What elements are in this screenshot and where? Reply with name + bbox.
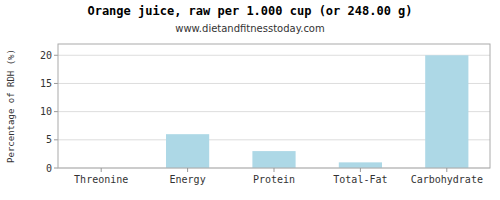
x-tick — [101, 168, 102, 172]
x-tick-label: Threonine — [74, 174, 128, 185]
y-tick-label: 15 — [40, 78, 52, 89]
y-axis: 0 5 10 15 20 — [40, 50, 58, 174]
x-tick-label: Carbohydrate — [411, 174, 483, 185]
chart-container: Orange juice, raw per 1.000 cup (or 248.… — [0, 0, 500, 200]
x-tick-label: Protein — [253, 174, 295, 185]
bars — [166, 55, 468, 168]
y-tick-label: 0 — [46, 163, 52, 174]
y-axis-label: Percentage of RDH (%) — [6, 49, 16, 163]
y-tick — [54, 55, 58, 56]
y-tick — [54, 111, 58, 112]
x-tick — [446, 168, 447, 172]
y-tick-label: 20 — [40, 50, 52, 61]
page: {"chart_data": {"type": "bar", "title": … — [0, 0, 500, 200]
x-tick — [187, 168, 188, 172]
bar — [425, 55, 468, 168]
chart-svg: Orange juice, raw per 1.000 cup (or 248.… — [0, 0, 500, 200]
bar — [252, 151, 295, 168]
y-tick — [54, 139, 58, 140]
x-tick — [274, 168, 275, 172]
plot-frame — [58, 44, 490, 168]
bar — [339, 162, 382, 168]
x-tick-label: Energy — [170, 174, 206, 185]
bar — [166, 134, 209, 168]
x-tick — [360, 168, 361, 172]
subtitle: www.dietandfitnesstoday.com — [175, 23, 324, 34]
x-axis: Threonine Energy Protein Total-Fat Carbohydr… — [74, 168, 483, 185]
x-tick-label: Total-Fat — [333, 174, 387, 185]
y-tick — [54, 168, 58, 169]
y-tick — [54, 83, 58, 84]
y-tick-label: 5 — [46, 134, 52, 145]
title: Orange juice, raw per 1.000 cup (or 248.… — [87, 4, 412, 18]
y-tick-label: 10 — [40, 106, 52, 117]
grid — [58, 55, 490, 168]
